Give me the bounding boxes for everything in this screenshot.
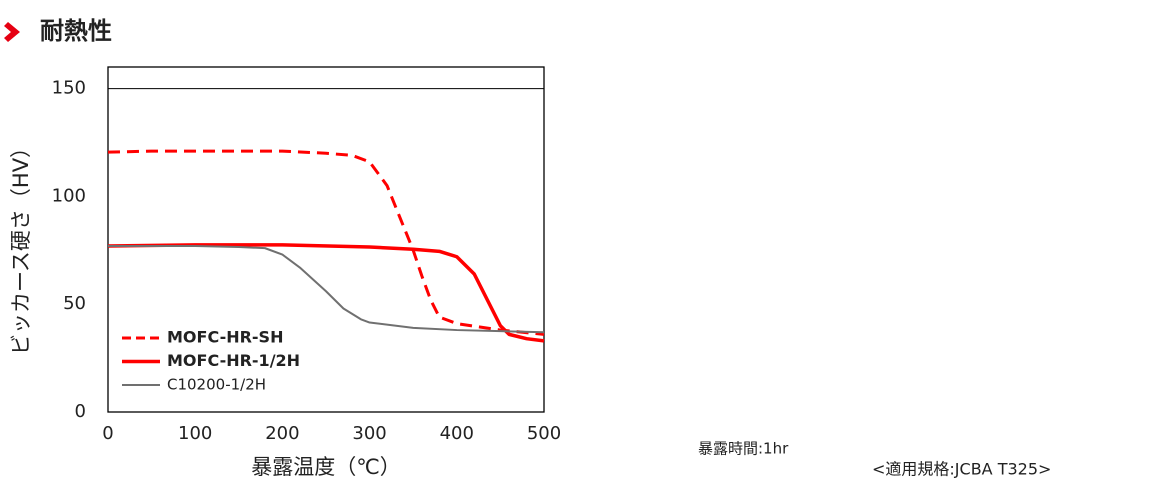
- header-icon: [4, 22, 20, 42]
- y-tick-label: 100: [52, 185, 86, 206]
- legend-label: MOFC-HR-SH: [167, 328, 283, 347]
- legend-label: MOFC-HR-1/2H: [167, 351, 300, 370]
- plot-frame: [107, 66, 545, 413]
- x-tick-label: 400: [440, 423, 474, 444]
- series-line: [108, 244, 545, 334]
- x-tick-label: 500: [527, 423, 561, 444]
- series-line: [107, 149, 545, 336]
- header-title: 耐熱性: [40, 17, 112, 45]
- x-tick-label: 0: [102, 423, 113, 444]
- y-tick-label: 150: [52, 78, 86, 99]
- y-tick-label: 50: [63, 293, 86, 314]
- series-line: [107, 243, 545, 343]
- x-tick-label: 200: [265, 423, 299, 444]
- note: <適用規格:JCBA T325>: [872, 460, 1051, 479]
- x-tick-label: 300: [352, 423, 386, 444]
- x-tick-label: 100: [178, 423, 212, 444]
- y-axis-label: ビッカース硬さ（HV）: [9, 137, 33, 355]
- note: 暴露時間:1hr: [698, 440, 789, 458]
- legend-label: C10200-1/2H: [167, 376, 266, 394]
- y-tick-label: 0: [75, 401, 86, 422]
- x-axis-label: 暴露温度（℃）: [251, 455, 401, 479]
